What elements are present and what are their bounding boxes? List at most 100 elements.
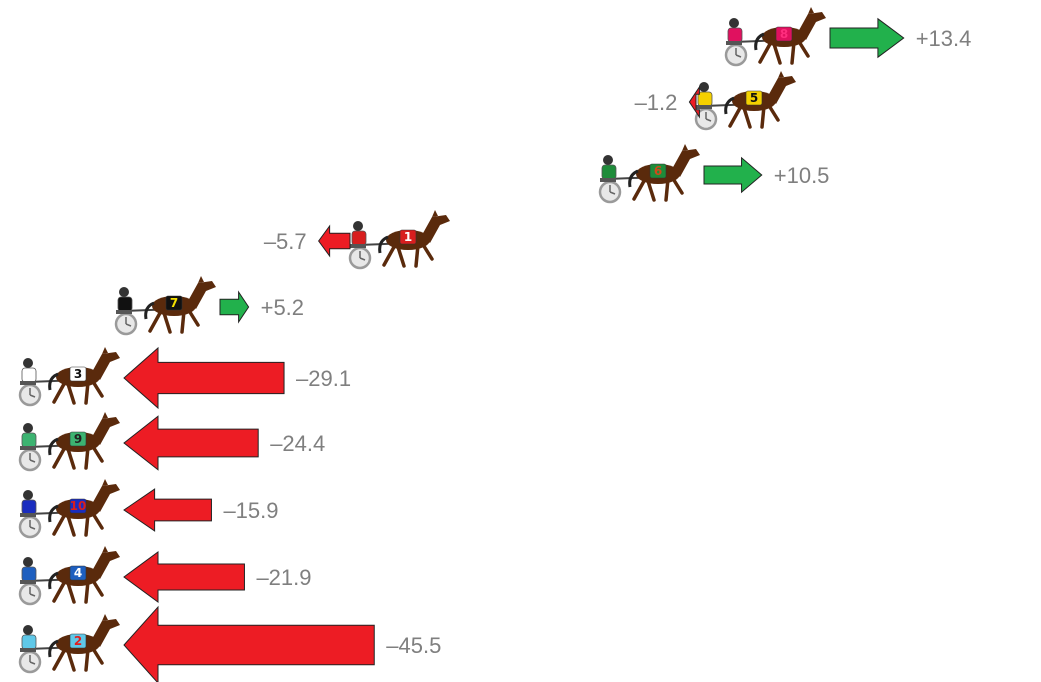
change-label: –1.2 [635, 90, 678, 115]
horse-tail [628, 169, 639, 188]
gain-arrow [703, 156, 763, 194]
saddle-cloth [399, 229, 417, 245]
driver-helmet [23, 358, 33, 368]
horse-row-8: 8 +13.4 [724, 7, 972, 67]
horse-row-3: 3 –29.1 [18, 346, 351, 410]
gain-arrow [829, 17, 905, 59]
wheel-spoke [609, 191, 616, 195]
horse-row-4: 4 –21.9 [18, 546, 312, 606]
horse-leg [382, 245, 396, 267]
driver-legs [20, 446, 36, 450]
change-label: –29.1 [296, 366, 351, 391]
saddle-cloth [69, 633, 87, 649]
horse-head [798, 12, 826, 40]
wheel-spoke [735, 54, 742, 58]
wheel-spoke [29, 394, 36, 398]
horse-leg [52, 649, 66, 671]
horse-tail [724, 96, 735, 115]
horse-tail [48, 372, 59, 391]
driver-silks [21, 499, 37, 515]
driver-legs [20, 381, 36, 385]
change-label: –24.4 [270, 431, 325, 456]
horse-ear [808, 7, 814, 14]
loss-arrow [123, 550, 245, 604]
horse-leg [52, 581, 66, 603]
horse-tail [48, 437, 59, 456]
horse-leg [66, 514, 76, 537]
saddle-number: 6 [654, 164, 662, 178]
horse-ear [778, 71, 784, 78]
horse-ear [102, 347, 108, 354]
horse-head [92, 484, 120, 512]
driver-legs [696, 105, 712, 109]
driver-silks [727, 27, 743, 43]
saddle-cloth [69, 431, 87, 447]
change-label: –15.9 [223, 498, 278, 523]
horse-row-5: 5 –1.2 [635, 71, 796, 131]
loss-arrow [318, 224, 351, 258]
horse-leg [646, 179, 656, 202]
driver-helmet [119, 287, 129, 297]
horse-ear [198, 276, 204, 283]
horse-head [92, 551, 120, 579]
driver-silks [697, 91, 713, 107]
driver-legs [600, 178, 616, 182]
horse-head [188, 281, 216, 309]
horse-row-1: 1 –5.7 [264, 210, 450, 270]
horse-head [92, 352, 120, 380]
change-label: +13.4 [916, 26, 972, 51]
driver-silks [117, 296, 133, 312]
change-label: +5.2 [261, 295, 304, 320]
horse-row-9: 9 –24.4 [18, 412, 325, 472]
driver-silks [21, 432, 37, 448]
loss-arrow [123, 488, 212, 532]
driver-legs [20, 513, 36, 517]
horse-tail [48, 639, 59, 658]
horse-ear [682, 144, 688, 151]
horse-head [672, 149, 700, 177]
saddle-number: 8 [780, 27, 788, 41]
wheel-spoke [29, 526, 36, 530]
change-label: –45.5 [386, 633, 441, 658]
horse-leg [66, 581, 76, 604]
saddle-cloth [775, 26, 793, 42]
wheel-spoke [29, 459, 36, 463]
saddle-number: 5 [750, 91, 758, 105]
wheel-spoke [705, 118, 712, 122]
horse-head [422, 215, 450, 243]
saddle-cloth [69, 565, 87, 581]
horse-tail [144, 301, 155, 320]
driver-helmet [23, 490, 33, 500]
horse-leg [66, 447, 76, 470]
wheel-spoke [29, 593, 36, 597]
horse-head [92, 417, 120, 445]
driver-legs [20, 580, 36, 584]
driver-silks [21, 634, 37, 650]
driver-legs [116, 310, 132, 314]
change-label: –5.7 [264, 229, 307, 254]
gain-arrow [219, 290, 250, 324]
saddle-number: 1 [404, 230, 412, 244]
horse-leg [396, 245, 406, 268]
horse-ear [432, 210, 438, 217]
driver-legs [20, 648, 36, 652]
horse-leg [742, 106, 752, 129]
wheel-spoke [29, 661, 36, 665]
saddle-number: 2 [74, 634, 82, 648]
driver-helmet [23, 625, 33, 635]
change-label: +10.5 [774, 163, 830, 188]
horse-leg [66, 382, 76, 405]
driver-helmet [603, 155, 613, 165]
change-label: –21.9 [256, 565, 311, 590]
loss-arrow [123, 415, 259, 471]
horse-leg [52, 382, 66, 404]
saddle-cloth [69, 498, 87, 514]
horse-leg [758, 42, 772, 64]
driver-helmet [353, 221, 363, 231]
horse-leg [632, 179, 646, 201]
horse-tail [378, 235, 389, 254]
horse-head [92, 619, 120, 647]
horse-leg [66, 649, 76, 672]
horse-row-2: 2 –45.5 [18, 605, 441, 682]
